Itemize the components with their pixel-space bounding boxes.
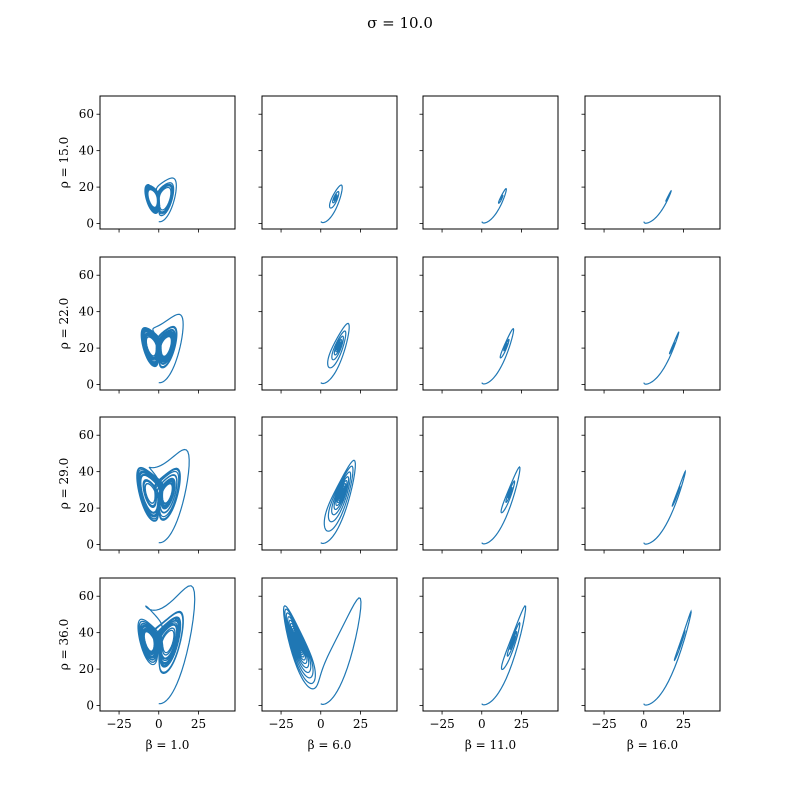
y-tick-label: 60 (79, 107, 94, 121)
trajectory-line (136, 448, 190, 544)
y-tick-label: 60 (79, 428, 94, 442)
axes-frame (261, 416, 398, 551)
subplot-rho15-beta1: 0 20 40 60 ρ = 15.0 (57, 95, 236, 233)
y-tick-label: 40 (79, 465, 94, 479)
x-axis-label: β = 11.0 (465, 738, 516, 752)
axes-frame (99, 95, 236, 230)
y-tick-label: 60 (79, 268, 94, 282)
subplot-rho36-beta1: 0 20 40 60 −25 0 25 ρ = 36.0 β = 1.0 (57, 577, 236, 752)
subplot-rho29-beta1: 0 20 40 60 ρ = 29.0 (57, 416, 236, 554)
subplot-rho36-beta16: −25 0 25 β = 16.0 (581, 577, 721, 752)
y-axis-label: ρ = 36.0 (57, 619, 71, 670)
x-tick-label: 25 (514, 717, 529, 731)
axes-frame (584, 256, 721, 391)
x-axis-label: β = 1.0 (146, 738, 190, 752)
subplot-rho22-beta16 (581, 256, 721, 394)
axes-frame (261, 95, 398, 230)
x-axis-label: β = 6.0 (308, 738, 352, 752)
y-tick-label: 0 (86, 538, 94, 552)
trajectory-line (643, 609, 692, 706)
y-tick-label: 0 (86, 217, 94, 231)
y-tick-label: 60 (79, 589, 94, 603)
subplot-rho36-beta11: −25 0 25 β = 11.0 (419, 577, 559, 752)
x-tick-label: −25 (106, 717, 131, 731)
y-axis-label: ρ = 15.0 (57, 137, 71, 188)
axes-frame (422, 577, 559, 712)
subplot-rho22-beta6 (258, 256, 398, 394)
subplot-rho15-beta11 (419, 95, 559, 233)
trajectory-line (282, 597, 362, 705)
trajectory-line (137, 585, 196, 705)
trajectory-line (643, 469, 686, 545)
subplot-rho29-beta16 (581, 416, 721, 554)
y-tick-label: 0 (86, 378, 94, 392)
subplot-rho22-beta11 (419, 256, 559, 394)
x-tick-label: 0 (155, 717, 163, 731)
trajectory-line (140, 313, 184, 384)
axes-frame (584, 95, 721, 230)
trajectory-line (320, 322, 350, 385)
axes-frame (99, 416, 236, 551)
axes-frame (99, 577, 236, 712)
axes-frame (422, 416, 559, 551)
axes-frame (261, 256, 398, 391)
x-tick-label: −25 (591, 717, 616, 731)
subplot-rho29-beta11 (419, 416, 559, 554)
trajectory-line (320, 459, 356, 545)
subplot-rho22-beta1: 0 20 40 60 ρ = 22.0 (57, 256, 236, 394)
y-tick-label: 20 (79, 341, 94, 355)
trajectory-line (481, 188, 507, 224)
trajectory-line (144, 177, 177, 223)
axes-frame (261, 577, 398, 712)
subplot-rho29-beta6 (258, 416, 398, 554)
trajectory-line (643, 189, 672, 224)
trajectory-line (643, 331, 680, 385)
y-axis-label: ρ = 22.0 (57, 298, 71, 349)
x-tick-label: 0 (317, 717, 325, 731)
x-tick-label: 25 (676, 717, 691, 731)
axes-frame (422, 95, 559, 230)
subplot-rho15-beta16 (581, 95, 721, 233)
axes-frame (99, 256, 236, 391)
x-tick-label: 0 (640, 717, 648, 731)
y-tick-label: 20 (79, 501, 94, 515)
x-tick-label: −25 (429, 717, 454, 731)
x-tick-label: 25 (191, 717, 206, 731)
x-tick-label: 0 (478, 717, 486, 731)
y-tick-label: 40 (79, 305, 94, 319)
subplot-rho15-beta6 (258, 95, 398, 233)
axes-frame (584, 577, 721, 712)
trajectory-line (481, 605, 527, 706)
subplot-rho36-beta6: −25 0 25β = 6.0 (258, 577, 398, 752)
y-axis-label: ρ = 29.0 (57, 458, 71, 509)
trajectory-line (481, 327, 515, 385)
axes-frame (584, 416, 721, 551)
y-tick-label: 20 (79, 662, 94, 676)
x-tick-label: −25 (268, 717, 293, 731)
y-tick-label: 40 (79, 626, 94, 640)
x-tick-label: 25 (353, 717, 368, 731)
y-tick-label: 40 (79, 144, 94, 158)
figure-title: σ = 10.0 (367, 14, 433, 32)
trajectory-line (481, 465, 521, 545)
trajectory-line (320, 184, 343, 224)
y-tick-label: 0 (86, 699, 94, 713)
axes-frame (422, 256, 559, 391)
x-axis-label: β = 16.0 (627, 738, 678, 752)
y-tick-label: 20 (79, 180, 94, 194)
